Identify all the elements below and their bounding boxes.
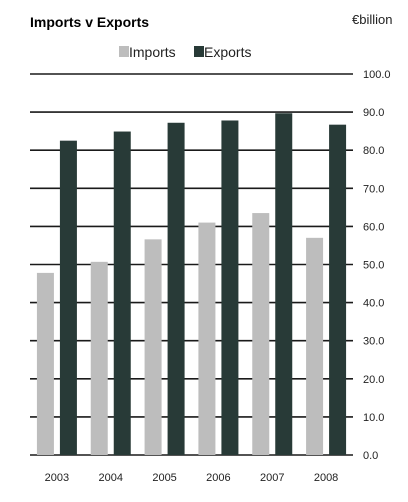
y-tick-label: 20.0 <box>363 374 384 386</box>
x-tick-label: 2003 <box>45 472 69 484</box>
x-tick-label: 2007 <box>260 472 284 484</box>
legend-label-imports: Imports <box>129 44 176 60</box>
bar-imports-2003 <box>36 272 54 455</box>
y-tick-label: 50.0 <box>363 260 384 272</box>
x-tick-label: 2006 <box>206 472 230 484</box>
unit-label: €billion <box>352 12 392 27</box>
bar-exports-2006 <box>221 120 239 456</box>
y-tick-label: 90.0 <box>363 107 384 119</box>
bar-imports-2004 <box>90 261 108 455</box>
bar-imports-2006 <box>198 222 216 455</box>
y-tick-label: 70.0 <box>363 183 384 195</box>
y-axis-ticks: 0.0 10.0 20.0 30.0 40.0 50.0 60.0 70.0 80.0 90.0 1… <box>363 69 391 462</box>
legend-swatch-exports <box>194 46 204 57</box>
bar-exports-2008 <box>329 124 347 455</box>
bar-imports-2008 <box>306 237 324 455</box>
gridlines <box>30 73 353 456</box>
y-tick-label: 80.0 <box>363 145 384 157</box>
y-tick-label: 30.0 <box>363 336 384 348</box>
legend-label-exports: Exports <box>204 44 251 60</box>
bar-exports-2004 <box>113 131 131 455</box>
y-tick-label: 40.0 <box>363 298 384 310</box>
y-tick-label: 10.0 <box>363 412 384 424</box>
x-tick-label: 2008 <box>314 472 338 484</box>
bars <box>36 113 347 456</box>
bar-exports-2003 <box>59 140 77 456</box>
y-tick-label: 60.0 <box>363 221 384 233</box>
bar-imports-2007 <box>252 213 270 455</box>
bar-exports-2005 <box>167 122 185 455</box>
x-tick-label: 2004 <box>99 472 123 484</box>
legend-swatch-imports <box>119 46 129 57</box>
y-tick-label: 0.0 <box>363 450 378 462</box>
y-tick-label: 100.0 <box>363 69 391 81</box>
x-tick-label: 2005 <box>152 472 176 484</box>
bar-exports-2007 <box>275 113 293 456</box>
chart-title: Imports v Exports <box>30 14 149 30</box>
bar-imports-2005 <box>144 239 162 455</box>
legend: Imports Exports <box>119 44 251 60</box>
x-axis-ticks: 2003 2004 2005 2006 2007 2008 <box>45 472 339 484</box>
